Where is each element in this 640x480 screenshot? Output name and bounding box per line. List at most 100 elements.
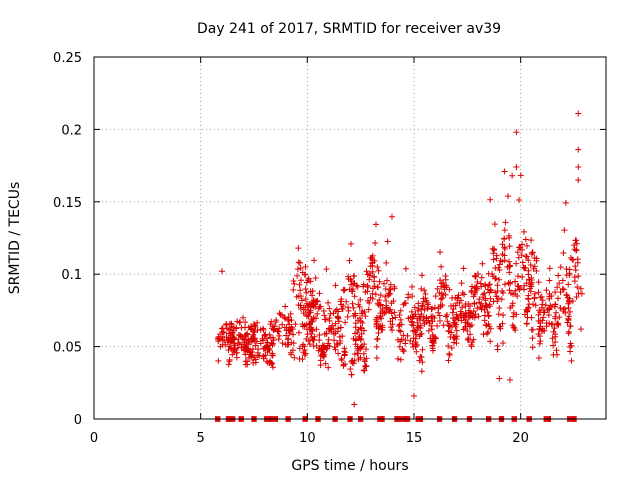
data-point bbox=[418, 272, 425, 279]
data-point bbox=[517, 172, 524, 179]
y-tick-label: 0.1 bbox=[61, 268, 82, 283]
data-point bbox=[332, 320, 339, 327]
data-point bbox=[575, 164, 582, 171]
data-point bbox=[565, 281, 572, 288]
data-point bbox=[252, 323, 259, 330]
data-point bbox=[556, 314, 563, 321]
data-point bbox=[483, 330, 490, 337]
data-point bbox=[373, 314, 380, 321]
data-point bbox=[338, 355, 345, 362]
data-point bbox=[270, 326, 277, 333]
data-point bbox=[535, 331, 542, 338]
data-point bbox=[529, 335, 536, 342]
data-point bbox=[549, 335, 556, 342]
data-point bbox=[442, 273, 449, 280]
data-point bbox=[410, 343, 417, 350]
data-point bbox=[436, 289, 443, 296]
data-point bbox=[487, 295, 494, 302]
data-point bbox=[325, 299, 332, 306]
data-point bbox=[486, 282, 493, 289]
data-point bbox=[513, 260, 520, 267]
data-point bbox=[538, 293, 545, 300]
data-points bbox=[212, 110, 585, 422]
data-point bbox=[574, 256, 581, 263]
data-point bbox=[569, 298, 576, 305]
data-point bbox=[571, 274, 578, 281]
data-point bbox=[554, 320, 561, 327]
data-point bbox=[260, 326, 267, 333]
data-point bbox=[242, 346, 249, 353]
data-point bbox=[246, 337, 253, 344]
data-point bbox=[327, 310, 334, 317]
data-point bbox=[504, 193, 511, 200]
data-point bbox=[351, 401, 358, 408]
data-point bbox=[453, 327, 460, 334]
data-point bbox=[438, 296, 445, 303]
data-point bbox=[550, 342, 557, 349]
data-point bbox=[483, 322, 490, 329]
data-point bbox=[484, 286, 491, 293]
data-point bbox=[511, 325, 518, 332]
data-point bbox=[337, 324, 344, 331]
data-point bbox=[474, 285, 481, 292]
data-point bbox=[315, 347, 322, 354]
data-point bbox=[287, 326, 294, 333]
data-point bbox=[388, 300, 395, 307]
data-point bbox=[470, 336, 477, 343]
data-point bbox=[540, 314, 547, 321]
data-point bbox=[366, 270, 373, 277]
data-point bbox=[291, 354, 298, 361]
data-point bbox=[402, 300, 409, 307]
data-point bbox=[469, 314, 476, 321]
data-point bbox=[369, 259, 376, 266]
data-point bbox=[429, 313, 436, 320]
data-point bbox=[356, 303, 363, 310]
data-point bbox=[357, 318, 364, 325]
data-point bbox=[471, 300, 478, 307]
grid-lines bbox=[94, 57, 606, 419]
data-point bbox=[262, 352, 269, 359]
data-point bbox=[297, 265, 304, 272]
data-point bbox=[490, 298, 497, 305]
data-point bbox=[445, 327, 452, 334]
data-point bbox=[474, 305, 481, 312]
data-point bbox=[573, 293, 580, 300]
data-point bbox=[266, 342, 273, 349]
data-point bbox=[526, 301, 533, 308]
data-point bbox=[290, 331, 297, 338]
data-point bbox=[528, 281, 535, 288]
data-point bbox=[297, 287, 304, 294]
data-point bbox=[335, 318, 342, 325]
y-tick-label: 0.2 bbox=[61, 123, 82, 138]
data-point bbox=[386, 290, 393, 297]
data-point bbox=[249, 352, 256, 359]
data-point bbox=[319, 350, 326, 357]
data-point bbox=[369, 268, 376, 275]
data-point bbox=[326, 315, 333, 322]
data-point bbox=[506, 243, 513, 250]
data-point bbox=[429, 342, 436, 349]
data-point bbox=[295, 259, 302, 266]
data-point bbox=[575, 146, 582, 153]
data-point bbox=[300, 304, 307, 311]
data-point bbox=[229, 351, 236, 358]
data-point bbox=[307, 288, 314, 295]
data-point bbox=[228, 323, 235, 330]
y-tick-label: 0.15 bbox=[53, 196, 82, 211]
data-point bbox=[254, 319, 261, 326]
data-point bbox=[501, 168, 508, 175]
data-point bbox=[414, 315, 421, 322]
data-point bbox=[293, 293, 300, 300]
data-point bbox=[345, 307, 352, 314]
data-point bbox=[434, 285, 441, 292]
data-point bbox=[325, 340, 332, 347]
data-point bbox=[384, 277, 391, 284]
data-point bbox=[215, 333, 222, 340]
data-point bbox=[294, 266, 301, 273]
data-point bbox=[472, 289, 479, 296]
data-point bbox=[357, 354, 364, 361]
data-point bbox=[487, 196, 494, 203]
data-point bbox=[541, 309, 548, 316]
data-point bbox=[418, 311, 425, 318]
data-point bbox=[512, 278, 519, 285]
